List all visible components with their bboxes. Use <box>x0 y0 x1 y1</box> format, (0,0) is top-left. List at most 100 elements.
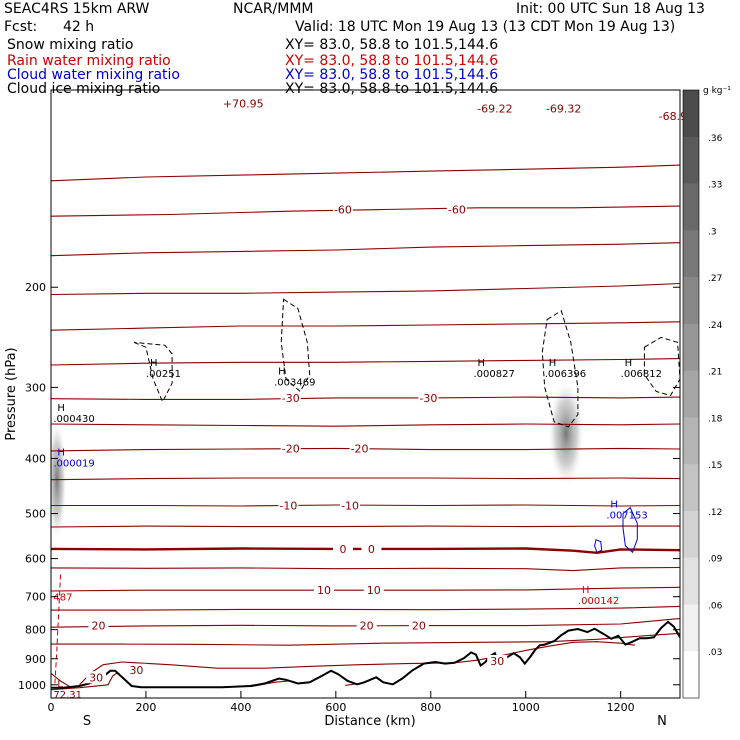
temp-label-14: 20 <box>412 619 426 632</box>
x-tick-label-3: 600 <box>325 701 346 714</box>
top-label-2: -69.32 <box>546 103 581 116</box>
extremum-value-1: .003469 <box>274 378 315 389</box>
isotherm-10 <box>51 504 680 507</box>
isotherm-17 <box>51 632 680 646</box>
temp-label-bg-9 <box>361 542 382 555</box>
field-xy-rain: XY= 83.0, 58.8 to 101.5,144.6 <box>285 53 499 69</box>
north-end-label: N <box>657 714 667 729</box>
mixing-contour-4 <box>54 574 61 685</box>
x-tick-label-5: 1000 <box>512 701 540 714</box>
forecast-hours: 42 h <box>63 19 95 35</box>
field-name-rain: Rain water mixing ratio <box>7 53 171 69</box>
plot-frame <box>50 89 681 699</box>
colorbar-label-5: .21 <box>708 368 722 378</box>
temp-label-bg-10 <box>313 583 334 596</box>
isotherm-6 <box>51 396 680 400</box>
colorbar-band-10 <box>683 557 699 605</box>
forecast-label: Fcst: <box>4 19 38 35</box>
colorbar-label-6: .18 <box>708 414 723 424</box>
temp-label-8: 0 <box>339 543 346 556</box>
temp-label-10: 10 <box>317 584 331 597</box>
mixing-contour-2 <box>541 310 579 428</box>
isotherm-20 <box>51 672 118 691</box>
extremum-value-4: .006812 <box>621 369 662 380</box>
colorbar-unit: g kg⁻¹ <box>703 86 731 96</box>
colorbar-band-7 <box>683 417 699 465</box>
colorbar-label-10: .06 <box>708 601 723 611</box>
top-label-1: -69.22 <box>477 103 512 116</box>
south-end-label: S <box>83 714 91 729</box>
y-tick-label-2: 400 <box>25 452 46 465</box>
colorbar-label-8: .12 <box>708 508 722 518</box>
extremum-value-0: .00251 <box>146 369 181 380</box>
model-title: SEAC4RS 15km ARW <box>4 1 150 17</box>
temp-label-bg-2 <box>280 391 301 404</box>
terrain-line <box>51 620 680 689</box>
colorbar-label-0: .36 <box>708 134 723 144</box>
valid-time: Valid: 18 UTC Mon 19 Aug 13 (13 CDT Mon … <box>295 19 676 35</box>
temp-label-3: -30 <box>419 392 437 405</box>
snow-shading <box>51 379 585 542</box>
isotherm-13 <box>51 566 680 572</box>
mixing-contour-0 <box>133 341 173 403</box>
temp-label-bg-15 <box>126 663 147 676</box>
mixing-contour-5 <box>622 506 638 554</box>
colorbar-band-5 <box>683 323 699 372</box>
y-tick-label-8: 1000 <box>18 679 46 692</box>
temp-label-12: 20 <box>91 619 105 632</box>
colorbar-band-8 <box>683 464 699 512</box>
temp-label-9: 0 <box>368 543 375 556</box>
extremum-type-3: H <box>549 358 557 369</box>
x-tick-label-6: 1200 <box>607 701 635 714</box>
extremum-type-6: H <box>57 447 65 458</box>
snow-shade-1 <box>547 379 585 488</box>
isotherm-7 <box>51 423 680 427</box>
terrain-profile <box>51 620 680 689</box>
extremum-value-5: .000430 <box>53 414 94 425</box>
y-tick-label-5: 700 <box>25 591 46 604</box>
extremum-value-7: .007153 <box>606 511 647 522</box>
field-name-cloud-water: Cloud water mixing ratio <box>7 67 180 83</box>
extremum-type-5: H <box>57 403 65 414</box>
y-tick-label-0: 200 <box>25 281 46 294</box>
isotherm-0 <box>51 164 680 182</box>
colorbar-band-6 <box>683 370 699 418</box>
colorbar-band-0 <box>683 90 699 138</box>
extremum-type-2: H <box>477 358 485 369</box>
temp-label-bg-17 <box>487 654 508 667</box>
y-axis-label: Pressure (hPa) <box>4 347 19 440</box>
temp-label-bg-7 <box>340 499 361 512</box>
colorbar-band-9 <box>683 510 699 559</box>
partial-label-0: 487 <box>53 592 72 603</box>
temp-label-bg-1 <box>446 203 467 216</box>
x-tick-label-4: 800 <box>420 701 441 714</box>
y-tick-label-3: 500 <box>25 508 46 521</box>
temp-label-2: -30 <box>282 392 300 405</box>
temp-label-bg-4 <box>280 442 301 455</box>
y-tick-label-4: 600 <box>25 553 46 566</box>
extremum-value-2: .000827 <box>473 369 514 380</box>
temperature-contours <box>51 164 680 691</box>
isotherm-9 <box>51 477 680 481</box>
temp-label-bg-13 <box>356 619 377 632</box>
temp-label-bg-14 <box>408 619 429 632</box>
colorbar-label-1: .33 <box>708 181 722 191</box>
isotherm-12 <box>51 547 680 555</box>
extremum-value-8: .000142 <box>578 596 619 607</box>
x-axis-label: Distance (km) <box>324 714 415 729</box>
x-tick-label-1: 200 <box>135 701 156 714</box>
temp-label-4: -20 <box>282 442 300 455</box>
temp-label-6: -10 <box>279 500 297 513</box>
mixing-contour-1 <box>280 298 311 393</box>
temp-label-17: 30 <box>490 655 504 668</box>
field-name-snow: Snow mixing ratio <box>7 37 134 53</box>
temp-label-7: -10 <box>341 500 359 513</box>
colorbar: .36 .33 .3 .27 .24 .21 .18 .15 .12 .09 .06 .03 <box>682 89 723 699</box>
isotherm-5 <box>51 358 680 366</box>
extremum-type-1: H <box>278 367 286 378</box>
temp-label-bg-8 <box>332 542 353 555</box>
org-label: NCAR/MMM <box>233 1 314 17</box>
x-tick-label-2: 400 <box>230 701 251 714</box>
